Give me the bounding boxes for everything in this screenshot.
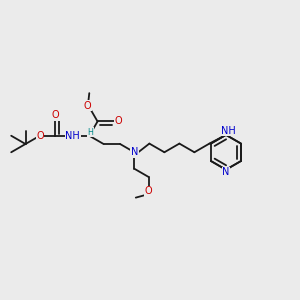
Text: NH: NH bbox=[221, 126, 236, 136]
Text: O: O bbox=[52, 110, 59, 120]
Text: NH: NH bbox=[65, 131, 80, 141]
Text: O: O bbox=[145, 186, 152, 197]
Text: O: O bbox=[84, 101, 92, 111]
Text: O: O bbox=[36, 131, 44, 141]
Text: N: N bbox=[131, 147, 138, 157]
Text: N: N bbox=[222, 167, 230, 177]
Text: H: H bbox=[87, 128, 93, 137]
Text: O: O bbox=[114, 116, 122, 127]
